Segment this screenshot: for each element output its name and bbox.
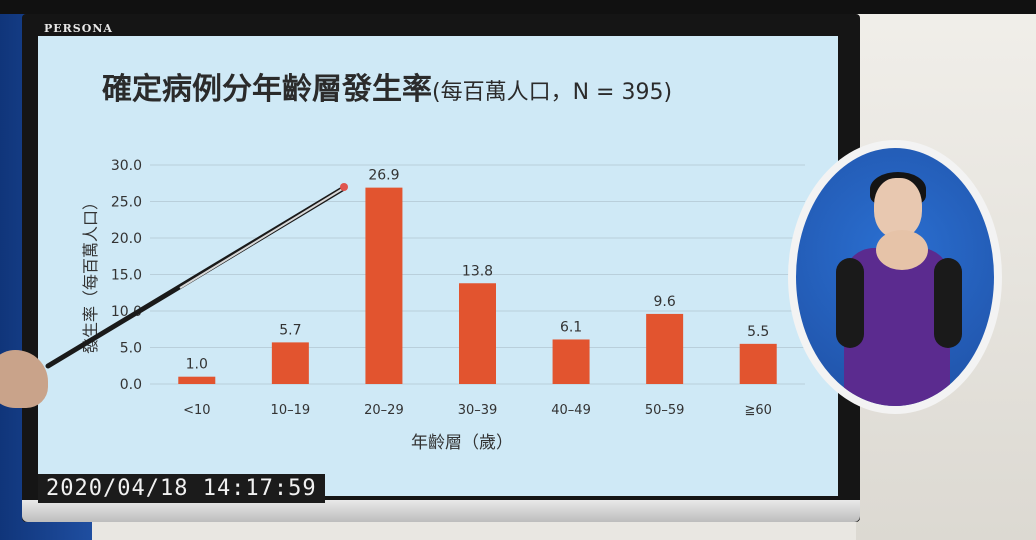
value-label: 5.5 <box>747 324 769 340</box>
y-tick-label: 20.0 <box>111 231 142 247</box>
y-axis-label: 發生率（每百萬人口） <box>81 194 100 354</box>
bar <box>646 313 684 384</box>
bar <box>459 283 496 384</box>
value-label: 5.7 <box>279 322 301 338</box>
x-tick-label: 30–39 <box>458 403 498 418</box>
x-tick-label: 50–59 <box>645 403 685 418</box>
value-label: 1.0 <box>186 357 208 373</box>
value-label: 26.9 <box>368 168 399 184</box>
y-tick-label: 0.0 <box>120 377 142 393</box>
value-labels: 1.0 5.7 26.9 13.8 6.1 9.6 5.5 <box>186 168 770 373</box>
x-tick-labels: <10 10–19 20–29 30–39 40–49 50–59 ≧60 <box>183 403 772 418</box>
monitor-brand: PERSONA <box>44 22 113 35</box>
x-tick-label: 10–19 <box>271 403 311 418</box>
x-tick-label: ≧60 <box>744 403 771 418</box>
x-tick-label: 40–49 <box>551 403 591 418</box>
interpreter-arm-left <box>836 258 864 348</box>
presentation-screen <box>38 36 838 496</box>
interpreter-arm-right <box>934 258 962 348</box>
slide-title: 確定病例分年齡層發生率(每百萬人口，N = 395) <box>102 72 742 112</box>
value-label: 13.8 <box>462 263 493 279</box>
monitor-chin <box>22 500 860 522</box>
interpreter-hands <box>876 230 928 270</box>
pointer-stick <box>45 183 348 369</box>
y-tick-labels: 0.05.010.015.020.025.030.0 <box>111 158 142 393</box>
value-label: 9.6 <box>654 294 676 310</box>
bar <box>739 343 777 384</box>
bar <box>552 339 590 384</box>
slide-title-main: 確定病例分年齡層發生率 <box>102 72 432 107</box>
interpreter-face <box>874 178 922 238</box>
value-label: 6.1 <box>560 319 582 335</box>
top-strip <box>0 0 1036 14</box>
y-tick-label: 15.0 <box>111 268 142 284</box>
bar <box>271 342 309 384</box>
timestamp-overlay: 2020/04/18 14:17:59 <box>38 474 325 503</box>
x-tick-label: <10 <box>183 403 210 418</box>
x-tick-label: 20–29 <box>364 403 404 418</box>
x-axis-label: 年齡層（歲） <box>411 433 513 453</box>
bars <box>178 187 777 384</box>
bar <box>178 376 216 384</box>
sign-language-interpreter <box>788 140 1002 414</box>
bar-chart: 0.05.010.015.020.025.030.0 1.05.726.913.… <box>81 158 805 453</box>
bar <box>365 187 403 384</box>
slide-title-sub: (每百萬人口，N = 395) <box>432 80 673 105</box>
y-tick-label: 25.0 <box>111 195 142 211</box>
y-tick-label: 5.0 <box>120 341 142 357</box>
y-tick-label: 30.0 <box>111 158 142 174</box>
